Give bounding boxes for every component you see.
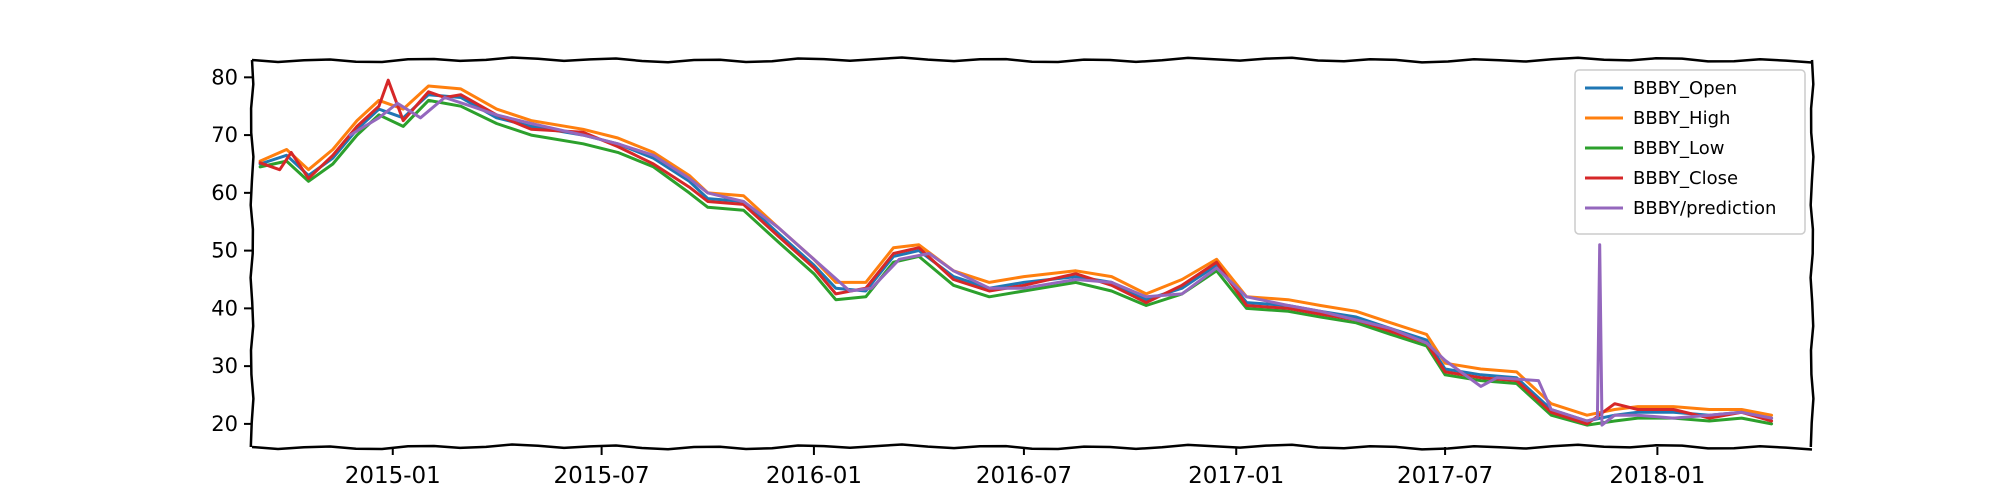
series-layer — [258, 78, 1774, 427]
legend-label: BBBY_Open — [1633, 78, 1737, 99]
legend-frame — [1574, 69, 1806, 235]
ticks-layer: 20 30 40 50 60 70 80 2015-01 2015-07 2016-01 2016-… — [211, 65, 1705, 489]
legend-label: BBBY_High — [1633, 108, 1730, 129]
legend-label: BBBY_Low — [1633, 138, 1725, 159]
x-tick-label: 2016-01 — [766, 463, 862, 489]
y-tick-label: 40 — [211, 296, 238, 320]
axis-left-spine — [249, 59, 255, 448]
series-line-bbby-close — [258, 78, 1774, 426]
series-line-bbby-prediction — [348, 96, 1774, 427]
series-line-bbby-high — [258, 84, 1774, 417]
y-tick-label: 70 — [211, 123, 238, 147]
x-tick-label: 2017-01 — [1188, 463, 1284, 489]
axis-bottom-spine — [251, 443, 1813, 451]
y-tick-label: 60 — [211, 181, 238, 205]
y-tick-label: 20 — [211, 412, 238, 436]
axis-right-spine — [1809, 59, 1815, 448]
y-tick-label: 30 — [211, 354, 238, 378]
legend-label: BBBY/prediction — [1633, 198, 1776, 219]
y-tick-label: 50 — [211, 239, 238, 263]
axes-layer — [249, 56, 1815, 451]
x-tick-label: 2017-07 — [1397, 463, 1493, 489]
x-tick-label: 2018-01 — [1609, 463, 1705, 489]
legend-label: BBBY_Close — [1633, 168, 1738, 189]
y-tick-label: 80 — [211, 65, 238, 89]
series-line-bbby-open — [258, 93, 1774, 423]
x-tick-label: 2015-01 — [345, 463, 441, 489]
x-tick-label: 2015-07 — [554, 463, 650, 489]
legend: BBBY_Open BBBY_High BBBY_Low BBBY_Close BBBY… — [1574, 69, 1806, 235]
series-line-bbby-low — [258, 98, 1774, 427]
axis-top-spine — [251, 56, 1813, 64]
x-tick-label: 2016-07 — [976, 463, 1072, 489]
